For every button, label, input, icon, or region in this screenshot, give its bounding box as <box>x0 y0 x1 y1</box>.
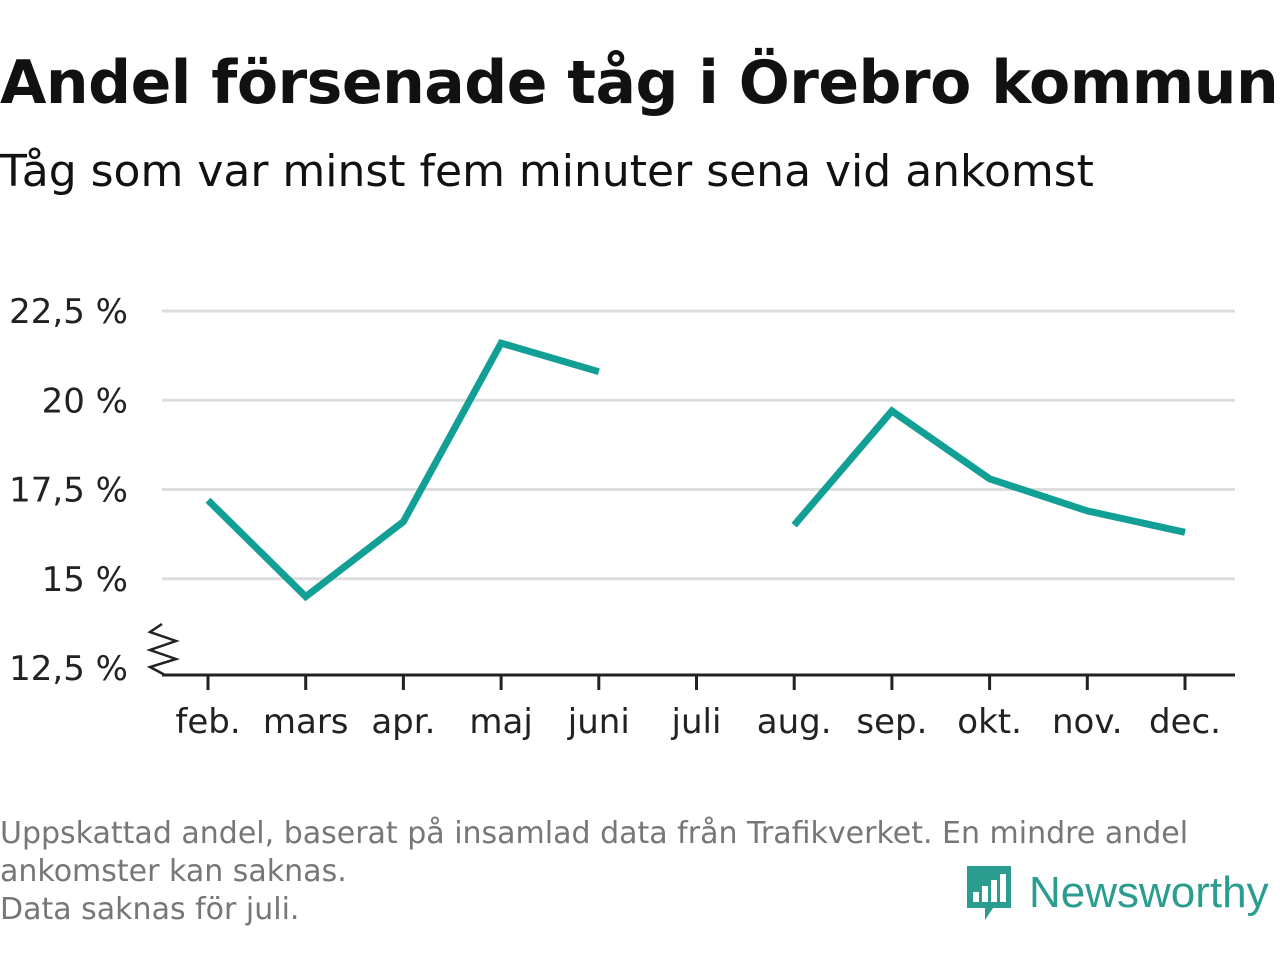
y-tick-label: 20 % <box>42 381 128 421</box>
x-tick-label: juni <box>567 702 630 742</box>
x-tick-label: feb. <box>175 702 240 742</box>
chart-subtitle: Tåg som var minst fem minuter sena vid a… <box>0 146 1094 197</box>
y-tick-label: 12,5 % <box>9 649 128 689</box>
footnote: Uppskattad andel, baserat på insamlad da… <box>0 815 1270 929</box>
series-line <box>791 406 1186 536</box>
footnote-line: Uppskattad andel, baserat på insamlad da… <box>0 816 1189 851</box>
x-tick-label: nov. <box>1052 702 1123 742</box>
newsworthy-logo-icon <box>967 866 1011 920</box>
x-tick-label: okt. <box>957 702 1022 742</box>
chart-title: Andel försenade tåg i Örebro kommun <box>0 48 1279 118</box>
series-line <box>205 338 600 602</box>
y-tick-label: 17,5 % <box>9 471 128 511</box>
x-tick-label: apr. <box>371 702 435 742</box>
y-tick-label: 22,5 % <box>9 292 128 332</box>
y-tick-label: 15 % <box>42 560 128 600</box>
x-tick-label: aug. <box>757 702 832 742</box>
x-tick-label: juli <box>671 702 722 742</box>
line-chart: 12,5 % 15 % 17,5 % 20 % 22,5 % feb. mars apr. ma… <box>9 292 1235 742</box>
x-tick-label: dec. <box>1149 702 1221 742</box>
newsworthy-logo[interactable]: Newsworthy <box>963 862 1269 924</box>
x-tick-label: maj <box>469 702 532 742</box>
footnote-line: ankomster kan saknas. <box>0 854 347 889</box>
axis-break-icon <box>146 622 181 677</box>
footnote-line: Data saknas för juli. <box>0 892 300 927</box>
brand-name: Newsworthy <box>1029 868 1269 917</box>
x-tick-label: mars <box>263 702 349 742</box>
x-tick-label: sep. <box>856 702 927 742</box>
